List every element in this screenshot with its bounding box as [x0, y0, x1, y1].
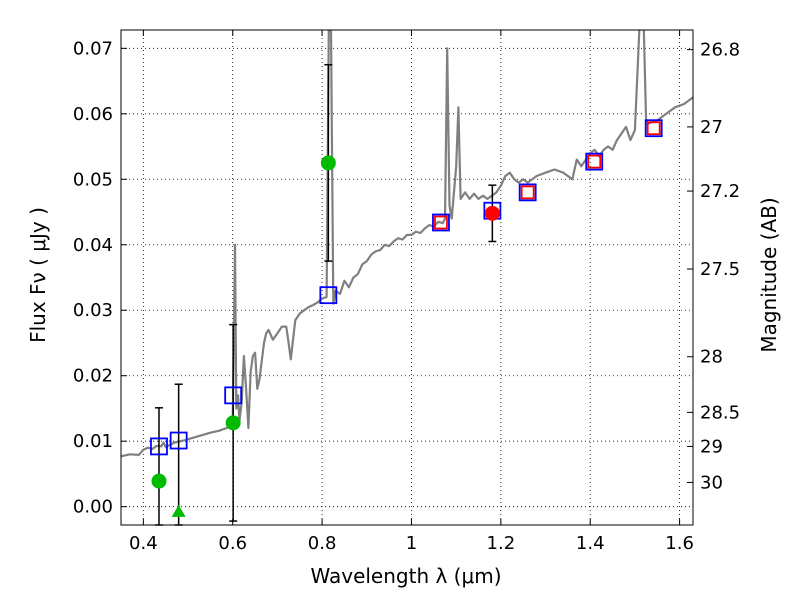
spectrum-line	[121, 30, 693, 458]
square-marker	[585, 152, 604, 171]
square-marker	[434, 215, 448, 230]
square-marker	[587, 154, 602, 169]
axis-ticks: 0.4 0.6 0.8 1 1.2 1.4 1.6 0.00 0.01 0.02 0.03 0.04 0…	[73, 30, 740, 554]
y2-tick-label: 28	[700, 347, 723, 368]
circle-marker	[225, 415, 241, 431]
y-tick-label: 0.05	[73, 169, 113, 190]
x-tick-label: 1.2	[487, 533, 516, 554]
circle-marker	[320, 155, 336, 171]
y2-axis-label: Magnitude (AB)	[757, 197, 781, 352]
x-tick-label: 1	[406, 533, 417, 554]
grid	[121, 30, 693, 525]
y2-tick-label: 27	[700, 117, 723, 138]
x-tick-label: 1.6	[665, 533, 694, 554]
square-marker	[224, 386, 243, 405]
square-marker	[646, 121, 661, 136]
x-tick-label: 0.8	[308, 533, 337, 554]
y-tick-label: 0.07	[73, 38, 113, 59]
y2-tick-label: 28.5	[700, 402, 740, 423]
square-marker	[432, 213, 450, 232]
y2-tick-label: 26.8	[700, 40, 740, 61]
square-marker	[520, 185, 535, 200]
square-marker	[150, 437, 168, 456]
plot-frame	[120, 29, 694, 526]
y2-tick-label: 29	[700, 436, 723, 457]
data-markers	[150, 119, 663, 517]
model-spectrum	[121, 30, 693, 458]
y-tick-label: 0.02	[73, 366, 113, 387]
square-marker	[518, 183, 537, 202]
y-tick-label: 0.06	[73, 104, 113, 125]
x-axis-label: Wavelength λ (μm)	[310, 564, 501, 588]
y-axis-label: Flux Fν ( μJy )	[26, 207, 50, 343]
circle-marker	[484, 205, 500, 221]
y-tick-label: 0.00	[73, 497, 113, 518]
circle-marker	[151, 473, 167, 489]
square-marker	[644, 119, 663, 138]
y2-tick-label: 27.2	[700, 181, 740, 202]
y-tick-label: 0.03	[73, 300, 113, 321]
x-tick-label: 1.4	[576, 533, 605, 554]
x-tick-label: 0.6	[218, 533, 247, 554]
x-tick-label: 0.4	[129, 533, 158, 554]
y-tick-label: 0.01	[73, 431, 113, 452]
y2-tick-label: 30	[700, 472, 723, 493]
y2-tick-label: 27.5	[700, 259, 740, 280]
square-marker	[319, 286, 338, 305]
triangle-marker	[171, 504, 186, 517]
square-marker	[169, 431, 188, 450]
y-tick-label: 0.04	[73, 235, 113, 256]
